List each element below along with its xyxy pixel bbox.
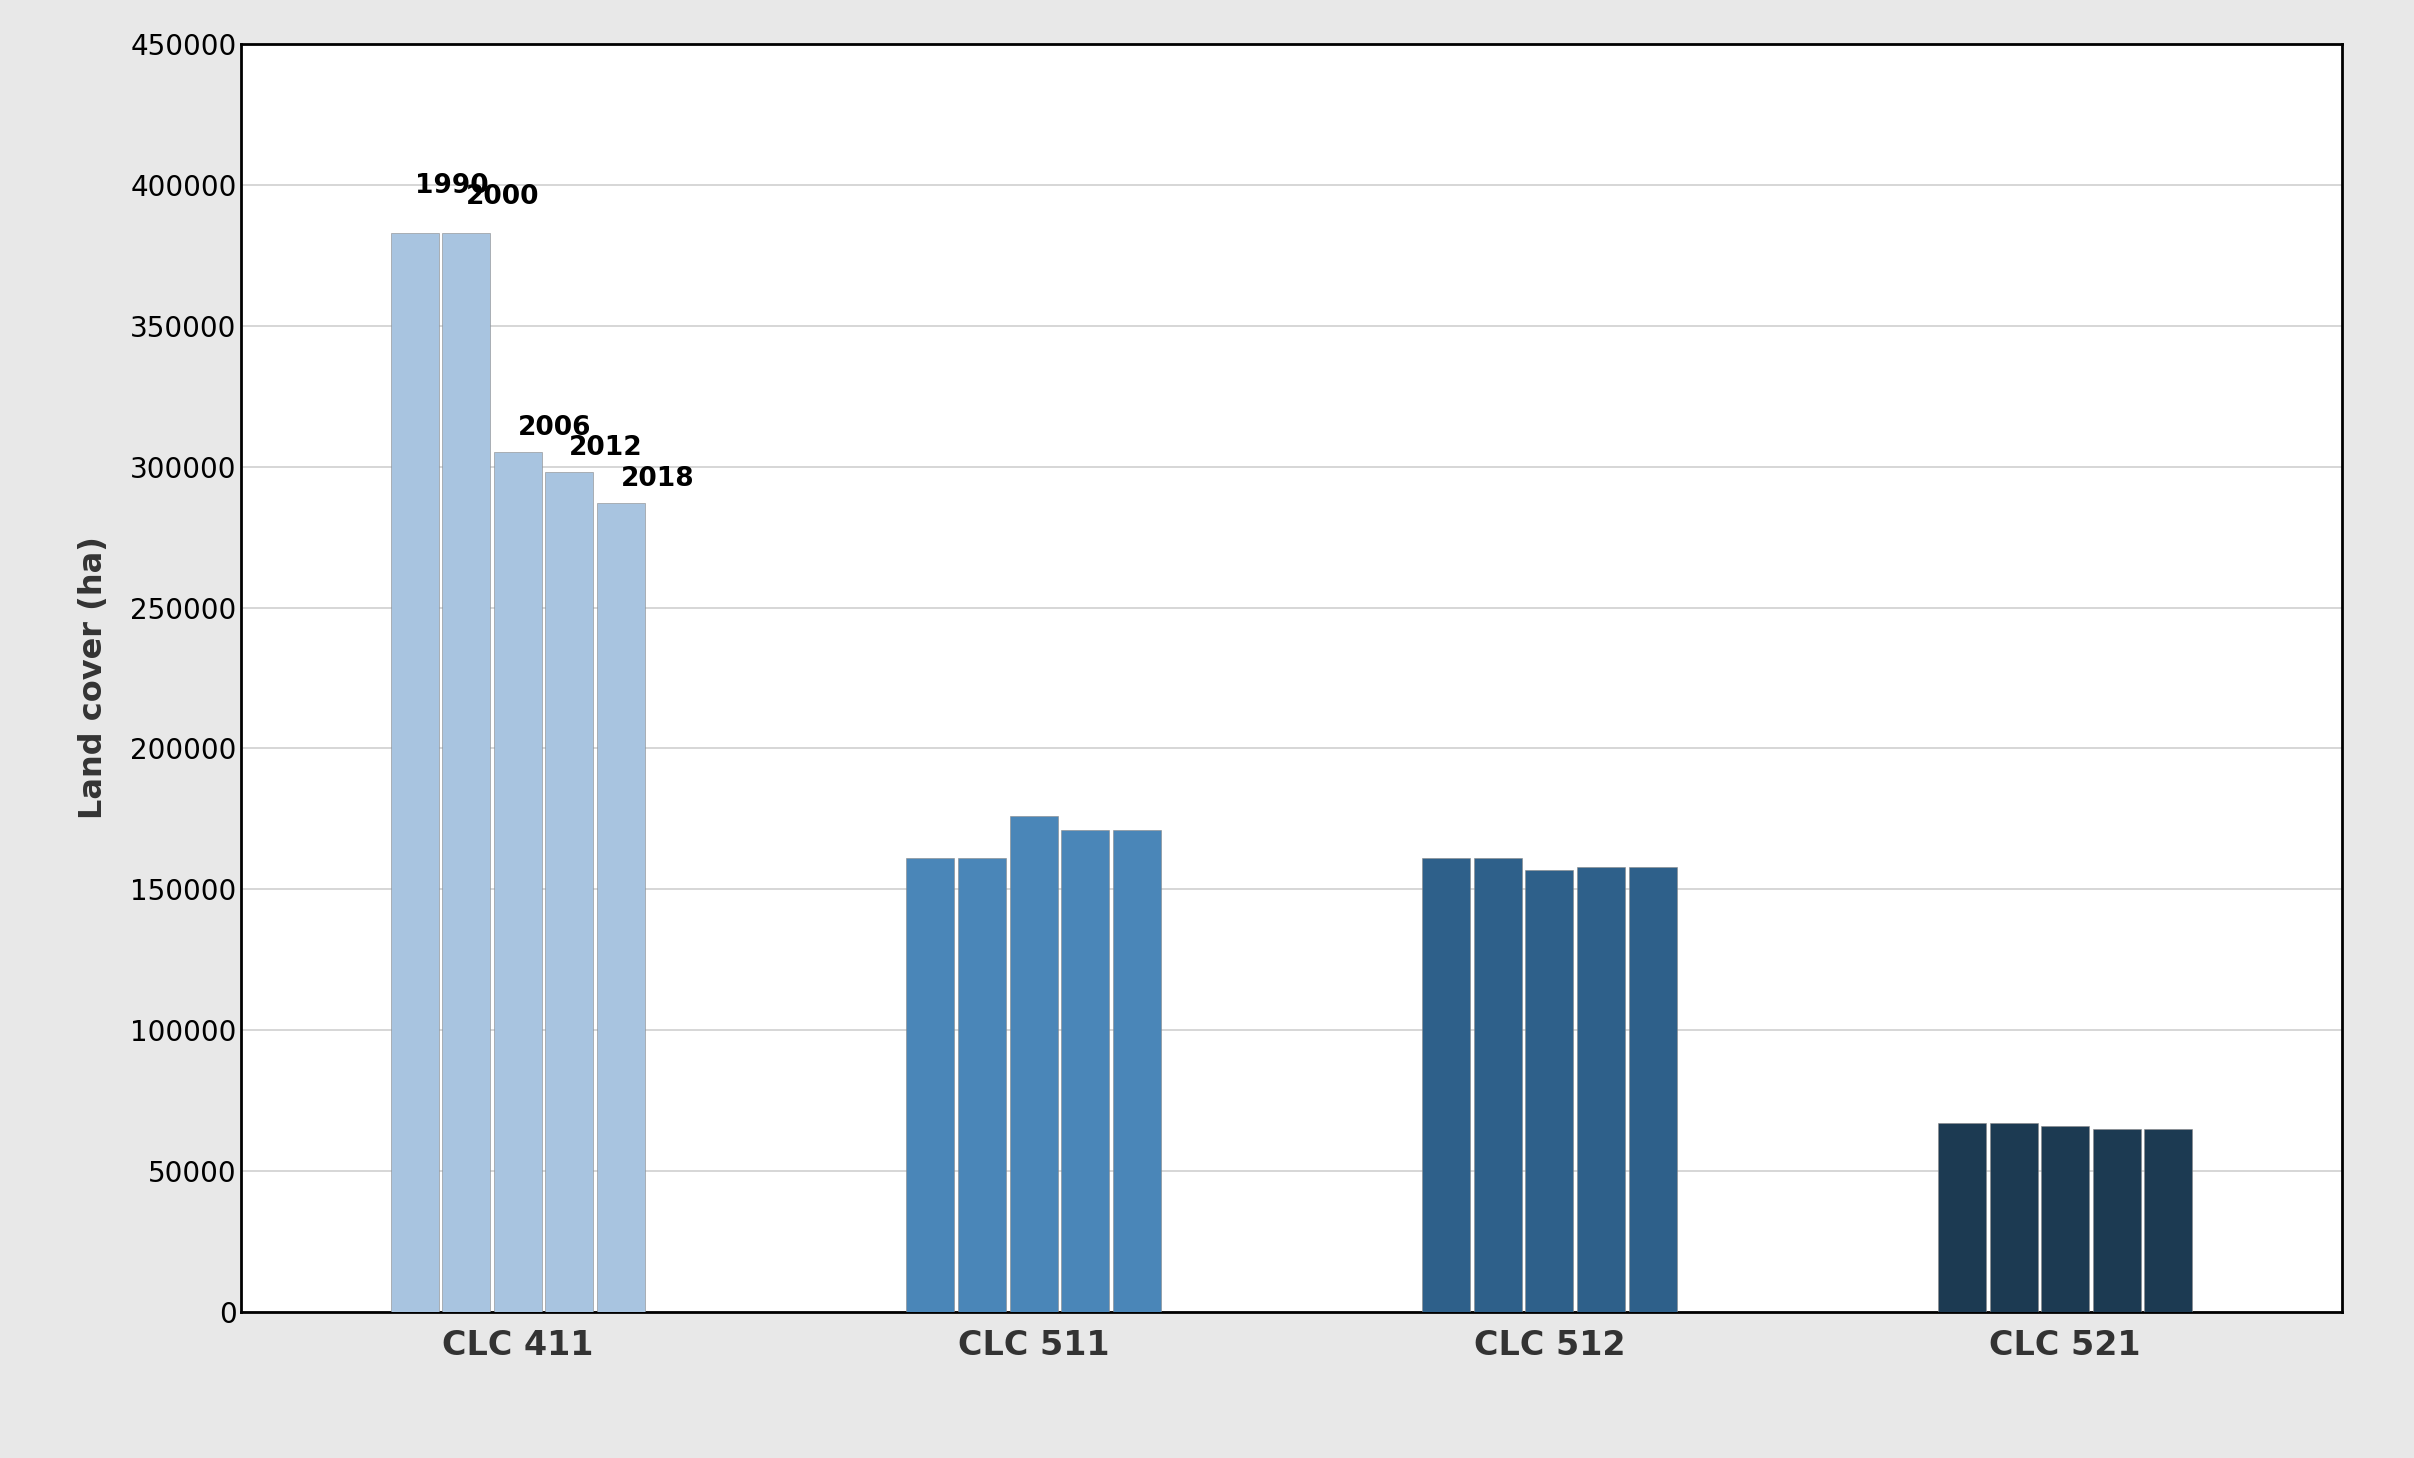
Bar <box>1009 816 1057 1312</box>
Bar <box>442 233 490 1312</box>
Bar <box>1113 830 1161 1312</box>
Bar <box>391 233 439 1312</box>
Bar <box>958 859 1007 1312</box>
Bar <box>1938 1123 1987 1312</box>
Bar <box>1629 868 1675 1312</box>
Bar <box>2042 1126 2088 1312</box>
Bar <box>2144 1128 2192 1312</box>
Bar <box>1062 830 1108 1312</box>
Bar <box>596 503 645 1312</box>
Y-axis label: Land cover (ha): Land cover (ha) <box>77 537 109 819</box>
Text: 2000: 2000 <box>466 184 541 210</box>
Bar <box>1576 868 1625 1312</box>
Text: 2006: 2006 <box>517 416 591 442</box>
Bar <box>546 472 594 1312</box>
Bar <box>495 452 541 1312</box>
Bar <box>1422 859 1470 1312</box>
Bar <box>1989 1123 2037 1312</box>
Bar <box>1475 859 1521 1312</box>
Bar <box>905 859 954 1312</box>
Bar <box>2093 1128 2141 1312</box>
Bar <box>1526 869 1574 1312</box>
Text: 2018: 2018 <box>620 467 695 491</box>
Text: 2012: 2012 <box>570 434 642 461</box>
Text: 1990: 1990 <box>415 174 488 198</box>
